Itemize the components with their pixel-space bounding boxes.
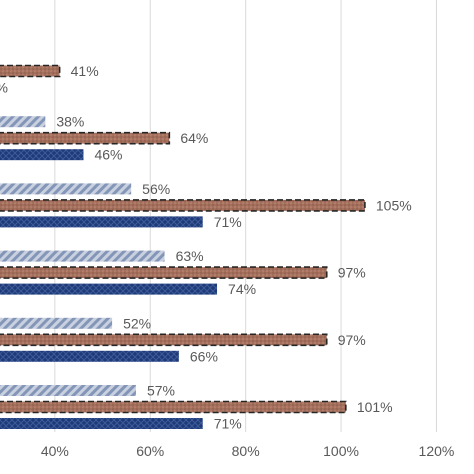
data-label: 71% [214, 416, 242, 432]
bar-series0-group1 [0, 116, 46, 128]
data-label: 46% [94, 147, 122, 163]
data-label: % [0, 80, 8, 96]
x-tick-label: 40% [41, 443, 69, 459]
x-tick-label: 100% [323, 443, 359, 459]
bar-series1-group4 [0, 333, 328, 347]
data-label: 63% [176, 248, 204, 264]
bar-series0-group5 [0, 385, 136, 396]
bar-series2-group5 [0, 418, 203, 429]
x-axis-ticks: 40% 60% 80% 100% 120% [41, 443, 455, 459]
bar-series1-group0 [0, 64, 61, 78]
x-tick-label: 80% [232, 443, 260, 459]
data-label: 105% [376, 197, 412, 213]
bar-series1-group2 [0, 199, 366, 212]
bar-series2-group3 [0, 283, 218, 295]
data-label: 74% [228, 281, 256, 297]
bar-series2-group1 [0, 149, 84, 161]
bar-series1-group1 [0, 131, 171, 145]
data-label: 97% [338, 332, 366, 348]
x-tick-label: 120% [419, 443, 455, 459]
data-label: 71% [214, 214, 242, 230]
bars [0, 64, 366, 429]
data-label: 57% [147, 383, 175, 399]
data-label: 66% [190, 348, 218, 364]
data-label: 97% [338, 265, 366, 281]
bar-series0-group4 [0, 317, 113, 329]
bar-series0-group3 [0, 250, 165, 262]
bar-series0-group2 [0, 183, 132, 195]
data-label: 52% [123, 315, 151, 331]
bar-series1-group5 [0, 400, 347, 414]
data-label: 41% [71, 63, 99, 79]
gridlines [54, 0, 437, 432]
bar-series2-group2 [0, 216, 203, 228]
data-label: 38% [56, 114, 84, 130]
data-labels: 41%% 38% 64% 46% 56% 105% 71% 63% 97% 74% 52% 97% 66… [0, 63, 412, 432]
bar-series2-group4 [0, 350, 179, 362]
data-label: 64% [180, 130, 208, 146]
x-tick-label: 60% [136, 443, 164, 459]
bar-series1-group3 [0, 266, 328, 279]
data-label: 56% [142, 181, 170, 197]
data-label: 101% [357, 399, 393, 415]
